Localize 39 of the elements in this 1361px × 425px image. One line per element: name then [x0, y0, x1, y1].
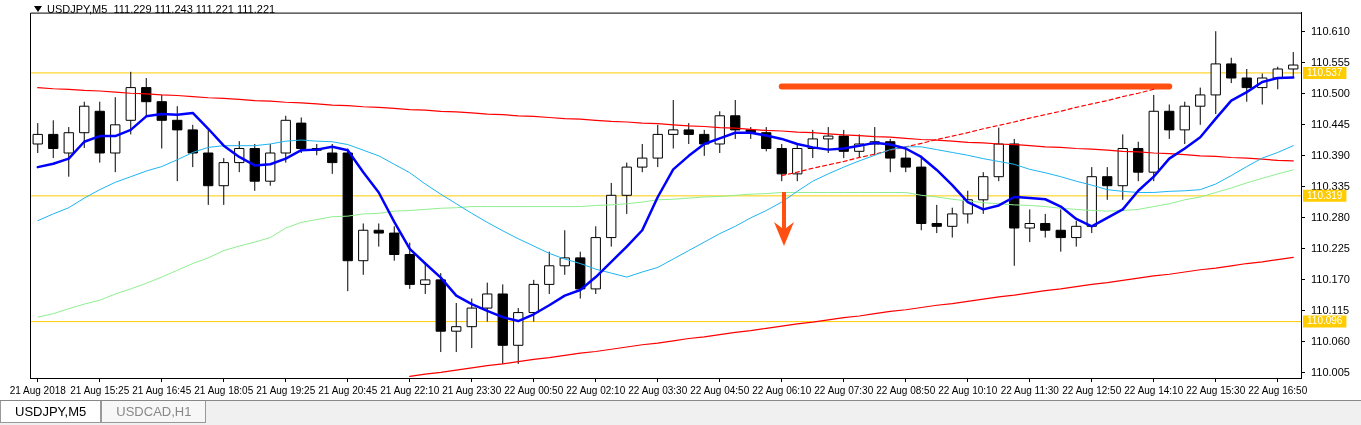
x-tick-label: 22 Aug 08:50 [876, 384, 936, 396]
y-tick-label: 110.390 [1311, 148, 1350, 161]
x-tick-label: 22 Aug 04:50 [690, 384, 750, 396]
ref-line-label: 110.096 [1307, 315, 1343, 327]
text: USDCAD,H1 [101, 401, 207, 423]
y-tick-label: 110.500 [1311, 86, 1350, 99]
chart-title: USDJPY,M5 111.229 111.243 111.221 111.221 [47, 3, 276, 15]
x-tick-label: 22 Aug 11:30 [1000, 384, 1060, 396]
x-tick-label: 21 Aug 16:45 [132, 384, 192, 396]
y-tick-label: 110.225 [1311, 241, 1350, 254]
x-tick-label: 22 Aug 03:30 [628, 384, 688, 396]
x-tick-label: 21 Aug 22:10 [380, 384, 440, 396]
x-tick-label: 22 Aug 14:10 [1124, 384, 1184, 396]
x-tick-label: 22 Aug 00:50 [504, 384, 564, 396]
x-tick-label: 22 Aug 12:50 [1062, 384, 1122, 396]
y-tick-label: 110.610 [1311, 24, 1350, 37]
y-tick-label: 110.060 [1311, 334, 1350, 347]
x-tick-label: 22 Aug 07:30 [814, 384, 874, 396]
x-tick-label: 22 Aug 15:30 [1186, 384, 1246, 396]
x-tick-label: 22 Aug 10:10 [938, 384, 998, 396]
x-tick-label: 21 Aug 15:25 [70, 384, 130, 396]
text: USDJPY,M5 [0, 401, 102, 423]
y-tick-label: 110.115 [1311, 303, 1350, 316]
x-tick-label: 21 Aug 20:45 [318, 384, 378, 396]
ref-line-label: 110.537 [1307, 66, 1343, 78]
y-tick-label: 110.445 [1311, 117, 1350, 130]
x-tick-label: 22 Aug 16:50 [1248, 384, 1308, 396]
x-tick-label: 21 Aug 23:30 [442, 384, 502, 396]
x-tick-label: 21 Aug 2018 [9, 384, 67, 396]
y-tick-label: 110.335 [1311, 179, 1350, 192]
ref-line-label: 110.319 [1307, 189, 1343, 201]
y-tick-label: 110.170 [1311, 272, 1350, 285]
x-tick-label: 21 Aug 18:05 [194, 384, 254, 396]
x-tick-label: 22 Aug 06:10 [752, 384, 812, 396]
y-tick-label: 110.005 [1311, 365, 1350, 378]
x-tick-label: 21 Aug 19:25 [256, 384, 316, 396]
y-tick-label: 110.280 [1311, 210, 1350, 223]
x-tick-label: 22 Aug 02:10 [566, 384, 626, 396]
y-tick-label: 110.555 [1311, 55, 1350, 68]
